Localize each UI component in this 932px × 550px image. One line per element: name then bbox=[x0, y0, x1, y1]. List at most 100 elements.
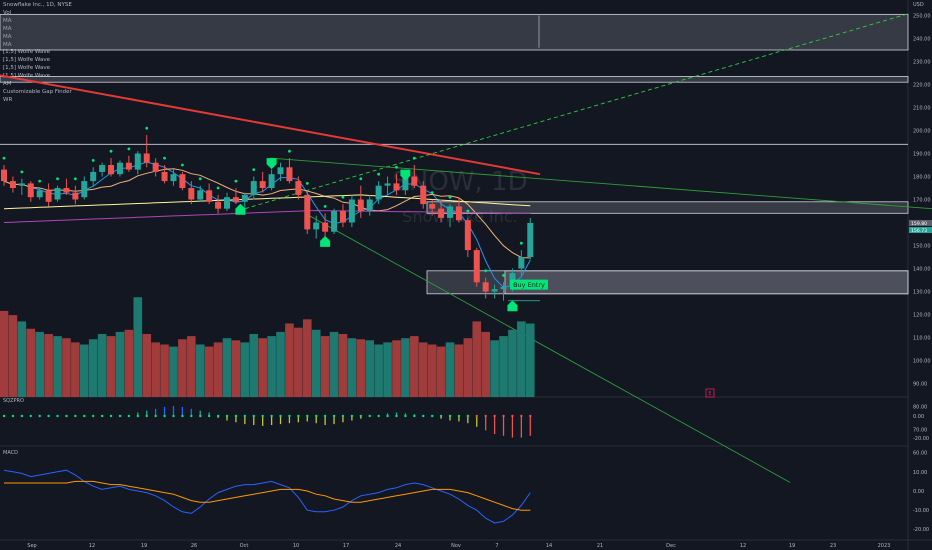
sqz-dot bbox=[253, 415, 255, 417]
candle-body bbox=[170, 174, 176, 181]
sqz-dot bbox=[279, 415, 281, 417]
volume-bar bbox=[89, 339, 98, 397]
price-axis-tick: 110.00 bbox=[913, 336, 931, 342]
time-axis-tick: Oct bbox=[240, 543, 249, 549]
volume-bar bbox=[365, 340, 374, 397]
sqz-dot bbox=[137, 415, 139, 417]
volume-bar bbox=[339, 334, 348, 397]
price-axis-tick: 200.00 bbox=[913, 129, 931, 135]
volume-bar bbox=[160, 345, 169, 398]
volume-bar bbox=[9, 315, 18, 397]
time-axis-tick: Nov bbox=[451, 543, 461, 549]
am-dot bbox=[38, 180, 41, 183]
price-axis-tick: 210.00 bbox=[913, 106, 931, 112]
price-axis-tick: 230.00 bbox=[913, 60, 931, 66]
volume-bar bbox=[410, 336, 419, 397]
candle-body bbox=[28, 183, 34, 197]
volume-bar bbox=[26, 329, 35, 397]
volume-bar bbox=[383, 342, 392, 397]
sqz-dot bbox=[21, 415, 23, 417]
sqz-dot bbox=[351, 415, 353, 417]
wolfe-point-marker bbox=[507, 300, 517, 311]
am-dot bbox=[56, 177, 59, 180]
volume-bar bbox=[499, 336, 508, 397]
volume-bar bbox=[44, 334, 53, 397]
candle-body bbox=[55, 188, 61, 200]
macd-line bbox=[4, 470, 530, 523]
sqz-dot bbox=[146, 415, 148, 417]
candle-body bbox=[438, 209, 444, 218]
am-dot bbox=[502, 274, 505, 277]
sqz-axis-tick: -20.00 bbox=[913, 436, 929, 442]
price-axis-tick: 60.00 bbox=[913, 451, 927, 457]
candle-body bbox=[278, 167, 284, 174]
time-axis-tick: 23 bbox=[830, 543, 836, 549]
candle-body bbox=[367, 200, 373, 212]
macd-axis-tick: 10.00 bbox=[913, 470, 927, 476]
sqz-dot bbox=[244, 415, 246, 417]
candle-body bbox=[429, 204, 435, 209]
volume-bar bbox=[472, 321, 481, 397]
sqz-dot bbox=[324, 415, 326, 417]
sqz-dot bbox=[199, 415, 201, 417]
candle-body bbox=[63, 188, 69, 193]
candle-body bbox=[19, 183, 25, 185]
candle-body bbox=[349, 200, 355, 223]
sqz-dot bbox=[65, 415, 67, 417]
time-axis-tick: 24 bbox=[395, 543, 401, 549]
sqz-dot bbox=[315, 415, 317, 417]
sqz-dot bbox=[386, 415, 388, 417]
sqz-dot bbox=[74, 415, 76, 417]
sqz-dot bbox=[217, 415, 219, 417]
gap-zone bbox=[0, 76, 908, 82]
price-axis-tick: 120.00 bbox=[913, 313, 931, 319]
volume-bar bbox=[285, 324, 294, 398]
am-dot bbox=[484, 269, 487, 272]
candle-body bbox=[518, 257, 524, 269]
am-dot bbox=[127, 148, 130, 151]
time-axis-tick: 21 bbox=[597, 543, 603, 549]
price-tag-label: 159.80 bbox=[911, 221, 927, 227]
am-dot bbox=[306, 182, 309, 185]
price-axis-tick: 170.00 bbox=[913, 198, 931, 204]
sqz-dot bbox=[431, 415, 433, 417]
price-axis-tick: 240.00 bbox=[913, 37, 931, 43]
time-axis-tick: 2023 bbox=[878, 543, 891, 549]
volume-bar bbox=[303, 319, 312, 397]
sqz-dot bbox=[83, 415, 85, 417]
volume-bar bbox=[348, 338, 357, 397]
am-dot bbox=[288, 150, 291, 153]
sqz-dot bbox=[529, 415, 531, 417]
volume-bar bbox=[205, 347, 214, 397]
time-axis-tick: 14 bbox=[546, 543, 552, 549]
sqz-dot bbox=[440, 415, 442, 417]
candle-body bbox=[304, 195, 310, 230]
sqz-dot bbox=[422, 415, 424, 417]
candle-body bbox=[144, 154, 150, 163]
am-dot bbox=[342, 196, 345, 199]
sqz-dot bbox=[181, 415, 183, 417]
sqz-dot bbox=[12, 415, 14, 417]
wolfe-point-marker bbox=[267, 158, 277, 169]
sqz-dot bbox=[511, 415, 513, 417]
sqz-dot bbox=[226, 415, 228, 417]
volume-bar bbox=[241, 342, 250, 397]
volume-bar bbox=[464, 338, 473, 397]
volume-bar bbox=[0, 311, 8, 397]
sqz-dot bbox=[467, 415, 469, 417]
snowflake-chart[interactable]: SNOW, 1DSnowflake Inc.Buy Entry250.00240… bbox=[0, 0, 932, 550]
volume-bar bbox=[178, 339, 187, 397]
volume-bar bbox=[330, 332, 339, 397]
volume-bar bbox=[232, 340, 241, 397]
volume-bar bbox=[267, 336, 276, 397]
am-dot bbox=[235, 180, 238, 183]
sqz-dot bbox=[413, 415, 415, 417]
candle-body bbox=[81, 181, 87, 197]
price-axis-tick: 250.00 bbox=[913, 14, 931, 20]
sqz-dot bbox=[458, 415, 460, 417]
volume-bar bbox=[187, 336, 196, 397]
sqz-dot bbox=[288, 415, 290, 417]
am-dot bbox=[163, 157, 166, 160]
candle-body bbox=[1, 170, 7, 182]
candle-body bbox=[179, 174, 185, 188]
